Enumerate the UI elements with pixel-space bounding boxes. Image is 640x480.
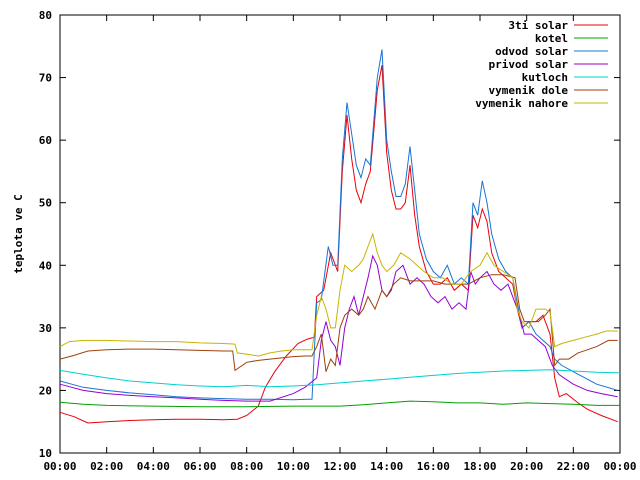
x-tick-label: 06:00: [183, 460, 216, 473]
x-tick-label: 04:00: [137, 460, 170, 473]
y-tick-label: 30: [39, 322, 52, 335]
y-axis-label: teplota ve C: [12, 194, 25, 273]
x-tick-label: 12:00: [323, 460, 356, 473]
x-tick-label: 08:00: [230, 460, 263, 473]
x-tick-label: 16:00: [417, 460, 450, 473]
y-tick-label: 60: [39, 134, 52, 147]
x-tick-label: 14:00: [370, 460, 403, 473]
x-tick-label: 18:00: [463, 460, 496, 473]
x-tick-label: 22:00: [557, 460, 590, 473]
x-tick-label: 00:00: [43, 460, 76, 473]
y-tick-label: 50: [39, 197, 52, 210]
legend-label: vymenik nahore: [475, 97, 568, 110]
y-tick-label: 10: [39, 447, 52, 460]
y-tick-label: 40: [39, 259, 52, 272]
x-axis: 00:00 02:00 04:00 06:00 08:00 10:00 12:00 14:00…: [43, 15, 637, 473]
y-tick-label: 70: [39, 72, 52, 85]
x-tick-label: 20:00: [510, 460, 543, 473]
y-axis: 10 20 30 40 50 60 70 80: [39, 9, 620, 460]
series-line-1: [59, 400, 620, 408]
x-tick-label: 00:00: [603, 460, 636, 473]
legend-label: 3ti solar: [508, 19, 568, 32]
legend-label: odvod solar: [495, 45, 568, 58]
series-line-6: [59, 232, 618, 357]
series-line-3: [59, 254, 618, 402]
x-tick-label: 10:00: [277, 460, 310, 473]
y-tick-label: 80: [39, 9, 52, 22]
series-line-4: [59, 369, 621, 388]
series-group: [59, 49, 621, 424]
x-tick-label: 02:00: [90, 460, 123, 473]
legend-label: privod solar: [489, 58, 569, 71]
legend-label: kotel: [535, 32, 568, 45]
y-tick-label: 20: [39, 384, 52, 397]
series-line-5: [59, 274, 618, 372]
legend-label: kutloch: [522, 71, 568, 84]
legend-label: vymenik dole: [489, 84, 569, 97]
